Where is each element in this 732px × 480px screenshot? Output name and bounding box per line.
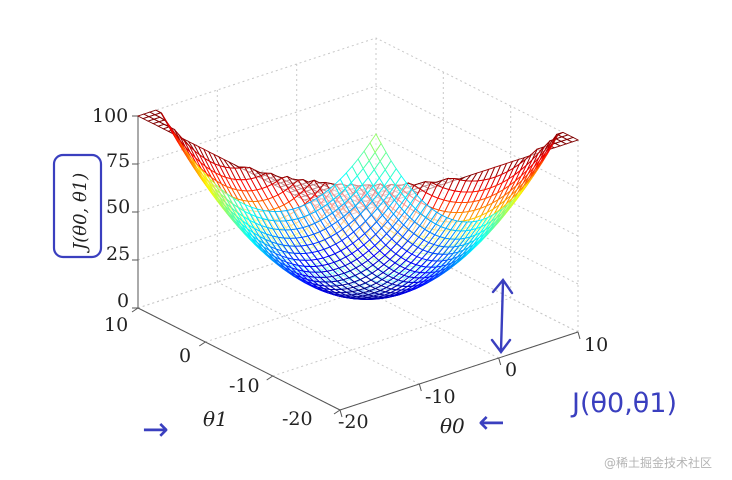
grid-line (137, 37, 377, 117)
tick-mark (498, 357, 502, 366)
z-tick-label: 75 (106, 150, 130, 172)
z-tick-label: 25 (106, 243, 130, 265)
tick-mark (131, 307, 139, 313)
watermark: @稀土掘金技术社区 (604, 455, 712, 470)
cost-surface (136, 109, 580, 300)
theta0-tick-label: 10 (584, 334, 608, 356)
grid-line (375, 37, 579, 141)
theta1-tick-label: -20 (282, 408, 313, 430)
tick-mark (333, 409, 341, 415)
theta1-tick-label: 10 (104, 314, 128, 336)
grid-line (205, 263, 444, 343)
theta1-tick-label: 0 (179, 345, 191, 367)
theta0-tick-label: -10 (425, 386, 456, 408)
z-tick-label: 50 (106, 196, 130, 218)
z-tick-label: 100 (92, 105, 128, 127)
tick-mark (199, 341, 206, 347)
tick-mark (266, 375, 273, 381)
theta0-tick-label: -20 (338, 411, 369, 433)
z-axis-label: J(θ0, θ1) (70, 173, 91, 254)
grid-line (137, 85, 377, 165)
theta0-axis-label: θ0 (440, 414, 465, 438)
theta0-tick-label: 0 (505, 359, 517, 381)
theta1-axis (137, 307, 341, 411)
z-tick-label: 0 (117, 290, 129, 312)
tick-mark (418, 383, 422, 392)
tick-mark (577, 331, 581, 340)
vertical-double-arrow-icon (490, 278, 514, 354)
handwritten-arrow-theta1: → (142, 410, 169, 448)
grid-line (272, 297, 511, 377)
handwritten-box (52, 153, 103, 259)
handwritten-cost-label: J(θ0,θ1) (570, 388, 677, 419)
grid-line (137, 229, 377, 309)
surface-patch (369, 133, 382, 154)
theta1-tick-label: -10 (229, 375, 260, 397)
theta0-axis (339, 331, 579, 411)
tick-mark (339, 409, 343, 418)
theta1-axis-label: θ1 (203, 407, 228, 431)
handwritten-arrow-theta0: ← (478, 403, 505, 441)
